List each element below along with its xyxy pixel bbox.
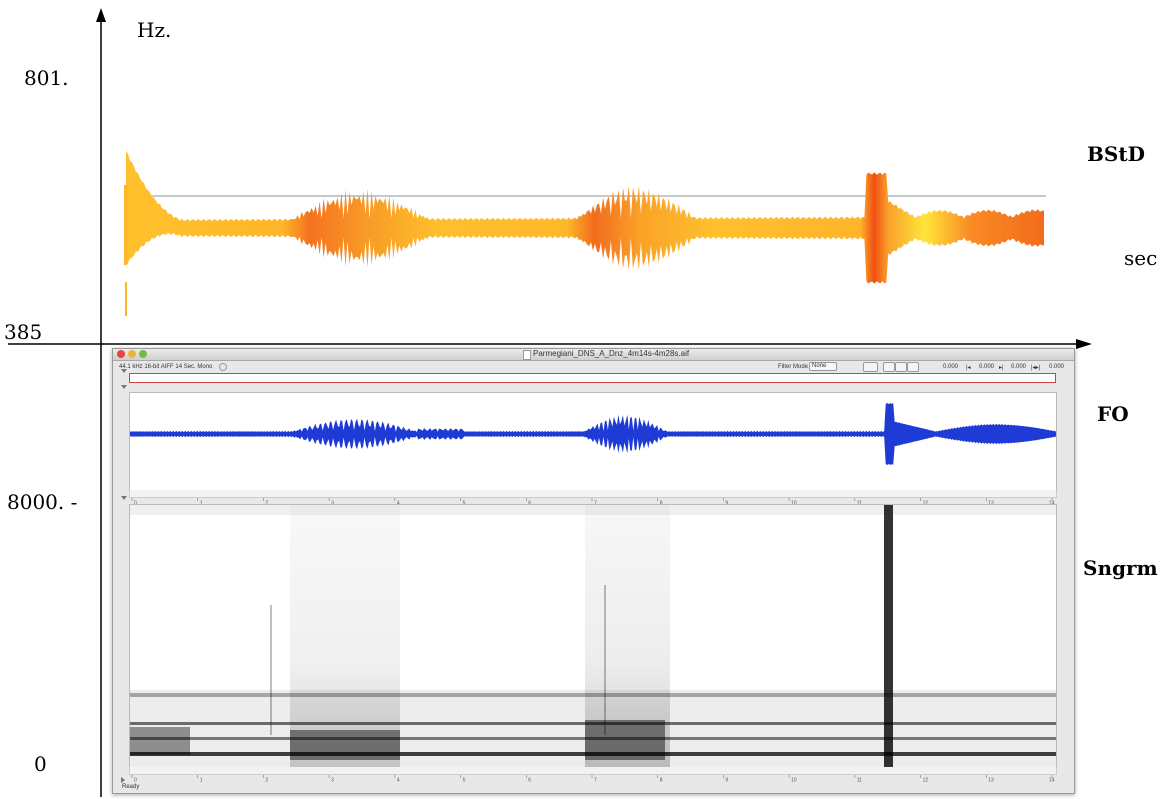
play-button[interactable] — [895, 362, 907, 372]
ruler-tick-label: 1 — [200, 778, 203, 783]
harmonic-band-1 — [130, 693, 1056, 697]
ruler-tick-label: 1 — [200, 501, 203, 506]
file-info: 44.1 kHz 16-bit AIFF 14 Sec. Mono — [119, 364, 213, 370]
waveform-ruler-svg: 0 1 2 3 4 5 6 7 8 9 10 11 12 13 14 — [131, 498, 1055, 507]
harmonic-band-2 — [130, 722, 1056, 725]
ruler-tick-label: 14 — [1049, 778, 1055, 783]
ruler-tick-label: 12 — [923, 778, 929, 783]
burst-1-blob — [290, 730, 400, 760]
ruler-tick-label: 6 — [528, 501, 531, 506]
ruler-tick-label: 7 — [594, 778, 597, 783]
harmonic-band-3 — [130, 737, 1056, 740]
spectrogram-svg — [130, 505, 1056, 768]
zoom-window-button[interactable] — [139, 350, 147, 358]
ruler-tick-label: 14 — [1049, 501, 1055, 506]
x-axis-arrow — [1076, 339, 1092, 349]
time-readout-2: 0.000 — [979, 364, 995, 370]
window-title: Parmegiani_DNS_A_Dnz_4m14s-4m28s.aif — [533, 349, 690, 358]
pitch-spike-start-low — [125, 282, 127, 316]
y-max-label: 801. — [24, 66, 69, 90]
loop-button[interactable] — [907, 362, 919, 372]
ruler-tick-label: 4 — [397, 778, 400, 783]
line-2s — [270, 605, 272, 735]
harmonic-band-4 — [130, 752, 1056, 756]
window-titlebar: Parmegiani_DNS_A_Dnz_4m14s-4m28s.aif — [113, 349, 1074, 361]
info-icon[interactable] — [219, 363, 227, 371]
ruler-tick-label: 2 — [265, 778, 268, 783]
pitch-band-plot — [124, 150, 1046, 316]
filter-mode-select[interactable]: None — [809, 362, 837, 371]
ruler-tick-label: 3 — [331, 501, 334, 506]
y-min-label: 385 — [4, 320, 43, 344]
audio-window: Parmegiani_DNS_A_Dnz_4m14s-4m28s.aif 44.… — [112, 348, 1075, 794]
selection-length-icon[interactable]: |◂▸| — [1031, 365, 1041, 371]
pitch-band — [126, 150, 1044, 284]
left-onset-blob — [130, 727, 190, 755]
overview-disclosure-icon[interactable] — [121, 369, 127, 373]
file-icon — [523, 350, 531, 360]
y-axis-arrow — [96, 8, 106, 22]
ruler-tick-label: 13 — [988, 501, 994, 506]
waveform-panel[interactable] — [129, 392, 1057, 492]
spectrogram-y-max-label: 8000. - — [7, 490, 78, 514]
transient-column — [884, 505, 893, 768]
selection-start-icon[interactable]: |◂ — [966, 365, 971, 371]
fo-label: FO — [1097, 402, 1129, 426]
ruler-tick-label: 12 — [923, 501, 929, 506]
bstd-label: BStD — [1087, 142, 1145, 166]
sngrm-label: Sngrm — [1083, 556, 1158, 580]
minimize-window-button[interactable] — [128, 350, 136, 358]
filter-mode-label: Filter Mode — [778, 364, 809, 370]
spectrogram-disclosure-icon[interactable] — [121, 496, 127, 500]
ruler-tick-label: 5 — [463, 778, 466, 783]
selection-end-icon[interactable]: ▸| — [999, 365, 1004, 371]
ruler-tick-label: 2 — [265, 501, 268, 506]
y-unit-label: Hz. — [137, 18, 172, 42]
ruler-tick-label: 0 — [134, 778, 137, 783]
ruler-tick-label: 5 — [463, 501, 466, 506]
spectrogram-ruler-svg: 0 1 2 3 4 5 6 7 8 9 10 11 12 13 14 — [131, 775, 1055, 784]
spectrogram-y-min-label: 0 — [34, 752, 47, 776]
close-window-button[interactable] — [117, 350, 125, 358]
spectrogram-panel[interactable] — [129, 504, 1057, 769]
ruler-tick-label: 6 — [528, 778, 531, 783]
line-7s — [604, 585, 606, 735]
ruler-tick-label: 8 — [660, 501, 663, 506]
time-readout-3: 0.000 — [1011, 364, 1027, 370]
rewind-button[interactable] — [883, 362, 895, 372]
spectrogram-ruler: 0 1 2 3 4 5 6 7 8 9 10 11 12 13 14 — [129, 767, 1057, 784]
waveform-disclosure-icon[interactable] — [121, 385, 127, 389]
ruler-tick-label: 8 — [660, 778, 663, 783]
ruler-tick-label: 3 — [331, 778, 334, 783]
overview-strip[interactable] — [129, 373, 1056, 383]
ruler-tick-label: 11 — [857, 778, 862, 783]
pitch-spike-start — [124, 185, 127, 265]
ruler-tick-label: 9 — [725, 778, 728, 783]
ruler-tick-label: 10 — [791, 778, 797, 783]
time-readout-4: 0.000 — [1049, 364, 1065, 370]
ruler-tick-label: 13 — [988, 778, 994, 783]
ruler-tick-label: 0 — [134, 501, 137, 506]
waveform-trace — [130, 403, 1056, 465]
ruler-tick-label: 11 — [857, 501, 862, 506]
speaker-button[interactable] — [863, 362, 878, 372]
waveform-svg — [130, 403, 1056, 465]
ruler-tick-label: 4 — [397, 501, 400, 506]
waveform-ruler: 0 1 2 3 4 5 6 7 8 9 10 11 12 13 14 — [129, 490, 1057, 507]
status-disclosure-icon[interactable] — [121, 777, 125, 783]
ruler-tick-label: 9 — [725, 501, 728, 506]
ruler-tick-label: 10 — [791, 501, 797, 506]
x-unit-label: sec — [1124, 246, 1158, 270]
burst-2-blob — [585, 720, 665, 760]
time-readout-1: 0.000 — [943, 364, 959, 370]
window-toolbar: 44.1 kHz 16-bit AIFF 14 Sec. Mono Filter… — [113, 361, 1074, 373]
ruler-tick-label: 7 — [594, 501, 597, 506]
status-text: Ready — [122, 784, 140, 790]
